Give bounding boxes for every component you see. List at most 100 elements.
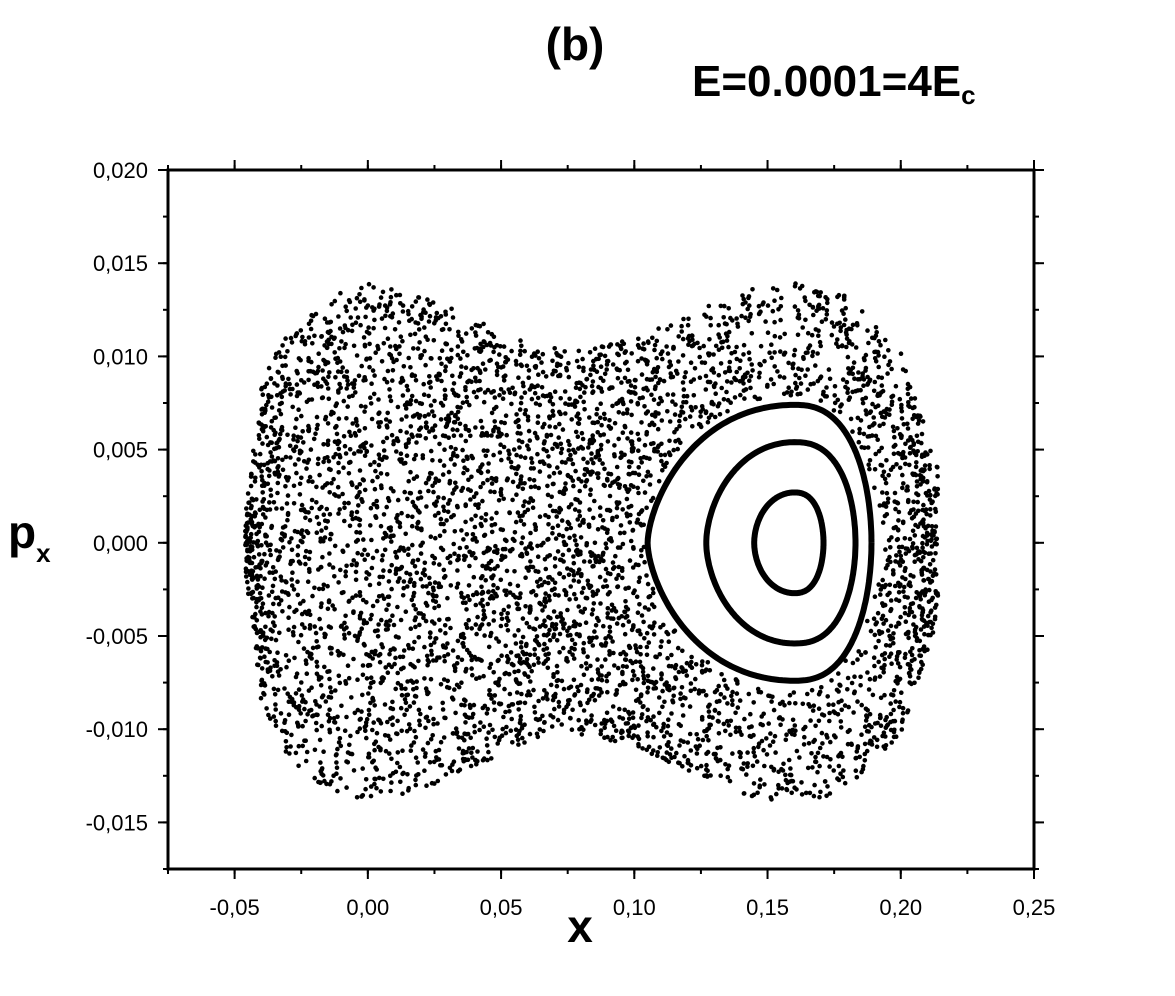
sea-point <box>315 422 320 428</box>
sea-point <box>813 723 818 729</box>
sea-point <box>398 779 403 785</box>
sea-point <box>502 686 507 692</box>
sea-point <box>439 348 445 354</box>
sea-point <box>314 659 320 665</box>
sea-point <box>433 636 439 641</box>
sea-point <box>514 412 519 417</box>
sea-point <box>413 299 419 304</box>
sea-point <box>414 525 420 530</box>
sea-point <box>669 652 674 658</box>
sea-point <box>497 352 502 357</box>
sea-point <box>897 676 903 682</box>
sea-point <box>850 429 855 434</box>
sea-point <box>748 711 753 717</box>
sea-point <box>519 540 524 546</box>
sea-point <box>537 459 543 465</box>
sea-point <box>335 726 341 732</box>
sea-point <box>360 793 366 798</box>
sea-point <box>248 535 253 540</box>
sea-point <box>459 735 465 741</box>
sea-point <box>768 377 774 382</box>
sea-point <box>296 457 301 462</box>
sea-point <box>303 738 309 743</box>
sea-point <box>429 652 435 657</box>
sea-point <box>327 707 332 712</box>
sea-point <box>879 463 885 468</box>
sea-point <box>382 547 388 553</box>
sea-point <box>540 608 545 613</box>
sea-point <box>641 341 646 346</box>
sea-point <box>250 497 256 503</box>
sea-point <box>628 483 634 488</box>
sea-point <box>351 385 357 390</box>
sea-point <box>432 398 437 404</box>
sea-point <box>718 692 724 697</box>
sea-point <box>574 542 579 548</box>
sea-point <box>381 341 387 346</box>
sea-point <box>374 503 380 509</box>
sea-point <box>376 397 381 402</box>
sea-point <box>603 657 608 662</box>
sea-point <box>605 478 610 483</box>
sea-point <box>329 302 334 307</box>
sea-point <box>395 670 401 676</box>
sea-point <box>463 438 469 444</box>
sea-point <box>391 441 396 447</box>
sea-point <box>524 550 529 556</box>
sea-point <box>413 398 419 404</box>
sea-point <box>308 368 313 374</box>
sea-point <box>615 477 620 482</box>
sea-point <box>428 403 434 408</box>
sea-point <box>700 659 705 664</box>
sea-point <box>399 564 405 570</box>
sea-point <box>668 371 673 376</box>
sea-point <box>882 656 887 662</box>
sea-point <box>318 626 324 631</box>
sea-point <box>713 391 718 397</box>
sea-point <box>757 361 762 367</box>
sea-point <box>394 436 400 441</box>
sea-point <box>920 468 926 474</box>
sea-point <box>659 672 664 677</box>
sea-point <box>320 554 325 560</box>
sea-point <box>893 624 899 629</box>
sea-point <box>858 674 863 680</box>
sea-point <box>513 519 519 525</box>
sea-point <box>317 616 322 622</box>
sea-point <box>321 376 326 382</box>
sea-point <box>821 389 826 395</box>
sea-point <box>636 579 642 585</box>
sea-point <box>920 610 925 615</box>
sea-point <box>427 301 432 307</box>
sea-point <box>871 655 877 660</box>
sea-point <box>431 413 437 419</box>
sea-point <box>361 478 367 483</box>
sea-point <box>611 723 617 729</box>
sea-point <box>472 524 478 530</box>
sea-point <box>524 620 530 626</box>
sea-point <box>544 448 549 454</box>
sea-point <box>259 483 265 489</box>
sea-point <box>424 504 429 509</box>
sea-point <box>553 424 558 430</box>
sea-point <box>353 433 359 438</box>
sea-point <box>566 456 571 462</box>
sea-point <box>680 353 686 358</box>
sea-point <box>732 349 738 355</box>
sea-point <box>679 323 684 329</box>
sea-point <box>481 321 486 327</box>
sea-point <box>510 740 515 745</box>
sea-point <box>351 343 357 349</box>
sea-point <box>805 387 811 392</box>
sea-point <box>297 481 303 487</box>
sea-point <box>345 663 351 668</box>
sea-point <box>570 652 575 657</box>
sea-point <box>347 742 352 748</box>
sea-point <box>280 457 285 463</box>
sea-point <box>544 691 549 696</box>
sea-point <box>440 327 446 332</box>
sea-point <box>796 312 802 318</box>
sea-point <box>511 662 516 668</box>
sea-point <box>912 471 917 477</box>
sea-point <box>368 395 373 401</box>
